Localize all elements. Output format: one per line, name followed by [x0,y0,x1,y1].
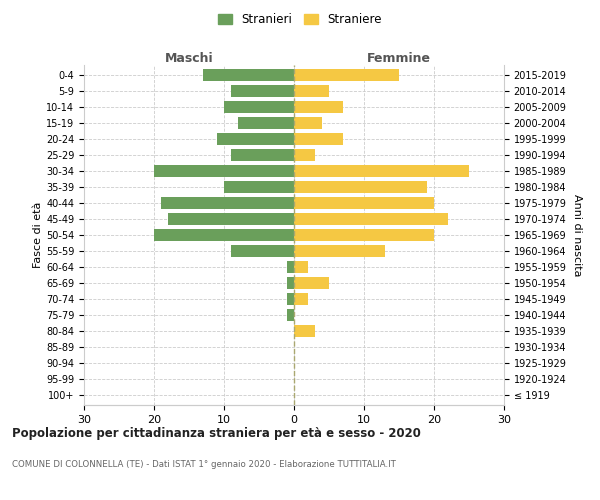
Bar [294,325,315,337]
Bar [154,165,294,177]
Bar [287,309,294,321]
Bar [224,100,294,112]
Bar [287,277,294,289]
Bar [238,116,294,128]
Text: Maschi: Maschi [164,52,214,65]
Bar [294,133,343,145]
Bar [154,229,294,241]
Text: Femmine: Femmine [367,52,431,65]
Bar [294,165,469,177]
Bar [287,261,294,273]
Bar [203,68,294,80]
Bar [294,213,448,225]
Bar [294,245,385,257]
Bar [231,84,294,96]
Bar [294,229,434,241]
Bar [294,293,308,305]
Bar [168,213,294,225]
Text: COMUNE DI COLONNELLA (TE) - Dati ISTAT 1° gennaio 2020 - Elaborazione TUTTITALIA: COMUNE DI COLONNELLA (TE) - Dati ISTAT 1… [12,460,396,469]
Bar [294,261,308,273]
Bar [161,197,294,209]
Legend: Stranieri, Straniere: Stranieri, Straniere [213,8,387,31]
Bar [294,68,399,80]
Bar [294,100,343,112]
Y-axis label: Anni di nascita: Anni di nascita [572,194,582,276]
Bar [231,245,294,257]
Bar [294,149,315,161]
Bar [294,277,329,289]
Bar [294,84,329,96]
Y-axis label: Fasce di età: Fasce di età [33,202,43,268]
Bar [294,197,434,209]
Bar [294,181,427,193]
Bar [231,149,294,161]
Bar [217,133,294,145]
Bar [224,181,294,193]
Text: Popolazione per cittadinanza straniera per età e sesso - 2020: Popolazione per cittadinanza straniera p… [12,428,421,440]
Bar [294,116,322,128]
Bar [287,293,294,305]
